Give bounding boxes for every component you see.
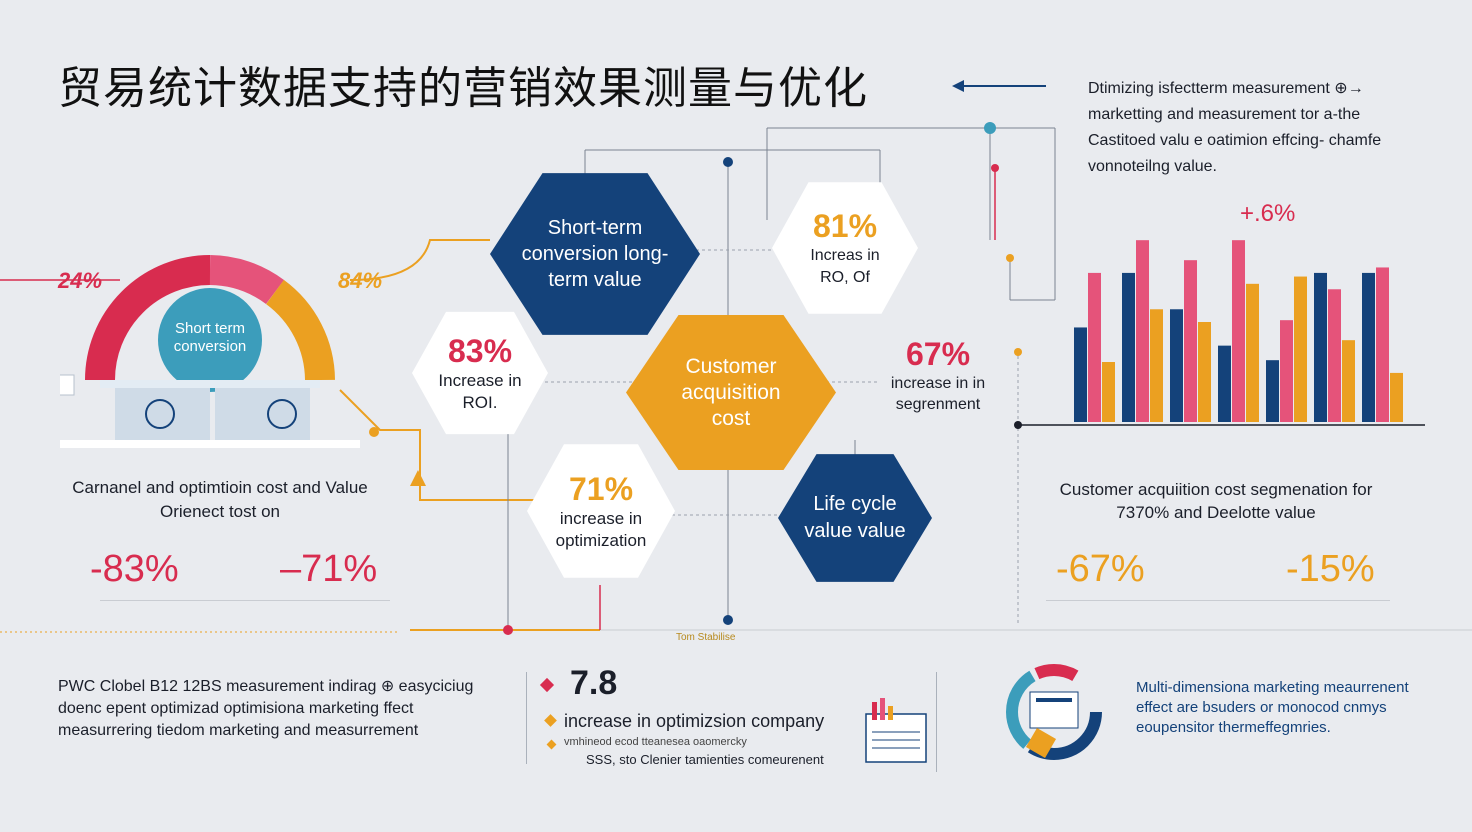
left-stat-1: -83% [90,548,179,590]
right-stat-2: -15% [1286,548,1375,590]
bar [1122,272,1135,422]
stat-67-label: increase in in segrenment [890,375,986,413]
right-caption: Customer acquiition cost segmenation for… [1059,480,1373,522]
hex-81-pct: 81% [812,207,878,244]
bar [1342,340,1355,422]
bottom-mid-line1: increase in optimizsion company [564,711,825,731]
hex-71-pct: 71% [568,470,634,507]
hex-lifecycle-label: Life cycle value value [804,493,906,542]
bar [1232,240,1245,422]
bar [1328,289,1341,422]
hex-short-term-label: Short-term conversion long-term value [521,217,669,291]
bar [1390,372,1403,422]
bottom-left-text: PWC Clobel B12 12BS measurement indirag … [58,678,474,739]
right-stat-1: -67% [1056,548,1145,590]
stat-67-pct: 67% [905,336,971,372]
donut-icon [1006,664,1102,760]
bar [1074,327,1087,422]
bar [1246,283,1259,422]
bar [1136,240,1149,422]
left-arrow-icon [952,80,1046,92]
bar [1266,360,1279,422]
hex-83-pct: 83% [447,332,513,369]
bar [1184,260,1197,422]
right-divider [1046,600,1390,601]
left-stat-2: –71% [280,548,378,590]
hex-71: 71% increase in optimization [527,444,675,578]
hex-71-label: increase in optimization [555,508,647,550]
top-right-note: Dtimizing isfectterm measurement ⊕→ mark… [1088,80,1382,175]
bottom-mid-value: 7.8 [570,664,618,702]
document-chart-icon [865,698,927,763]
left-caption: Carnanel and optimtioin cost and Value O… [72,478,368,521]
bar-chart-annotation: +.6% [1240,200,1296,227]
gauge-graphic [60,255,360,448]
bar [1314,272,1327,422]
bar [1198,322,1211,422]
bottom-right-text: Multi-dimensiona marketing meaurrenent e… [1136,679,1409,736]
bar [1376,267,1389,422]
bar [1280,320,1293,422]
bar [1218,345,1231,422]
bottom-mid-divider-right [936,672,937,772]
hex-customer-label: Customer acquisition cost [681,354,781,430]
gauge-center-label: Short term conversion [173,320,247,355]
left-divider [100,600,390,601]
bottom-mid-divider-left [526,672,527,764]
gauge-left-pct: 24% [58,268,103,293]
bottom-mid-line3: SSS, sto Clenier tamienties comeurenent [586,752,824,767]
bar [1088,272,1101,422]
bar [1150,309,1163,422]
bar [1170,309,1183,422]
bar [1102,362,1115,422]
hex-83-label: Increase in ROI. [438,370,522,412]
gauge-right-pct: 84% [338,268,383,293]
bar-chart: BrandsBrandsBrandsBrandsBrandsBrandsBran… [1074,240,1403,422]
stat-67: 67% increase in in segrenment [878,336,998,415]
center-bottom-label: Tom Stabilise [676,632,736,643]
hex-lifecycle: Life cycle value value [778,454,932,582]
bottom-mid-line2: vmhineod ecod tteanesea oaomercky [564,736,747,748]
hex-81-label: Increas in RO, Of [810,246,880,286]
bar [1362,272,1375,422]
bar [1294,276,1307,422]
page-title: 贸易统计数据支持的营销效果测量与优化 [58,63,868,114]
